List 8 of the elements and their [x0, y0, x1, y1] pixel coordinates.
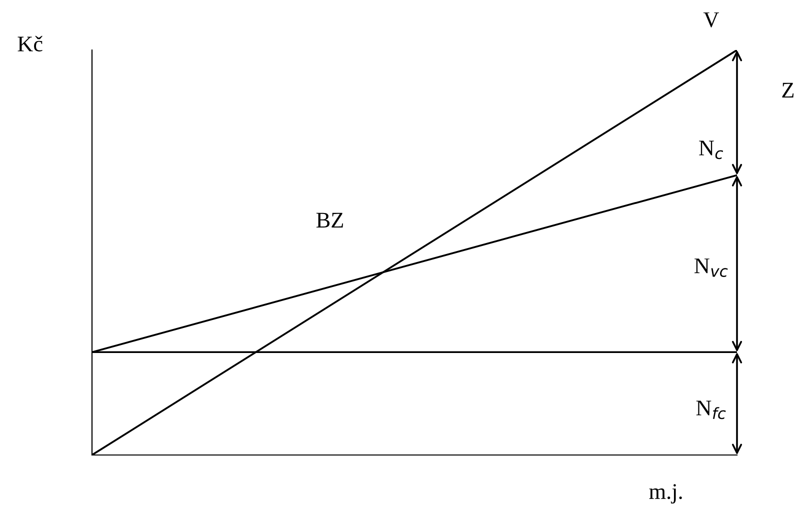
annotation: N$_{c}$: [699, 140, 724, 160]
annotation: Z: [782, 82, 794, 98]
text: m.j.: [649, 484, 682, 504]
annotation: N$_{fc}$: [696, 400, 726, 420]
annotation: BZ: [316, 212, 343, 228]
annotation: N$_{vc}$: [694, 258, 728, 277]
annotation: Kč: [18, 36, 42, 52]
series-label: V: [703, 12, 719, 28]
